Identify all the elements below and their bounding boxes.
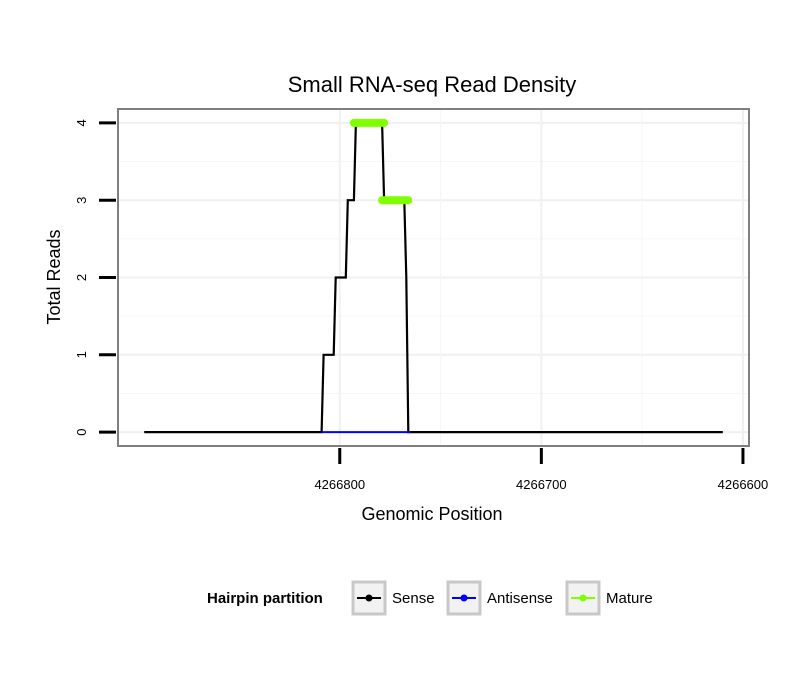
legend-item-antisense: Antisense [446,580,553,616]
chart-title: Small RNA-seq Read Density [288,72,577,97]
legend-dot-antisense [460,594,468,602]
axis-layer: 0 1 2 3 4 4266800 4266700 4266600 [74,119,768,492]
legend-label-antisense: Antisense [487,590,553,607]
legend-item-mature: Mature [565,580,653,616]
panel-border [117,108,750,447]
y-tick-label: 1 [74,351,89,358]
y-tick-label: 0 [74,428,89,435]
x-axis-title: Genomic Position [361,504,502,524]
x-tick-label: 4266600 [718,477,769,492]
series-line-sense [144,121,723,434]
series-layer [144,118,723,434]
y-axis-title: Total Reads [44,229,64,324]
y-tick-label: 2 [74,274,89,281]
x-tick-label: 4266700 [516,477,567,492]
legend: Hairpin partition Sense Antisense Mature [207,580,653,616]
plot-panel [117,108,750,447]
y-tick-label: 4 [74,119,89,126]
y-tick-label: 3 [74,197,89,204]
legend-dot-mature [579,594,587,602]
legend-label-sense: Sense [392,590,435,607]
legend-label-mature: Mature [606,590,653,607]
legend-dot-sense [365,594,373,602]
legend-item-sense: Sense [351,580,435,616]
x-tick-label: 4266800 [314,477,365,492]
legend-title: Hairpin partition [207,590,323,607]
